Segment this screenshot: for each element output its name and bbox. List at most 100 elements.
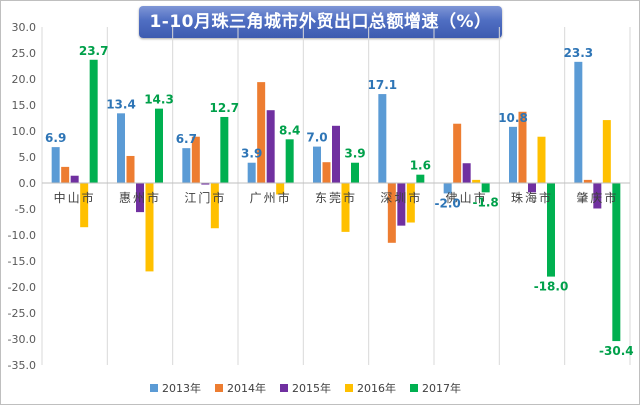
legend-swatch <box>280 384 288 392</box>
category-label: 惠州市 <box>119 190 161 205</box>
bar <box>201 183 210 185</box>
y-tick-label: -20.0 <box>8 281 36 294</box>
y-tick-label: 15.0 <box>12 99 37 112</box>
bar <box>593 183 602 209</box>
y-tick-label: -35.0 <box>8 359 36 372</box>
bar <box>443 183 452 194</box>
bar <box>574 61 583 184</box>
legend-item: 2015年 <box>280 381 331 395</box>
y-tick-label: 10.0 <box>12 125 37 138</box>
data-label: 7.0 <box>306 131 327 145</box>
bar <box>70 175 79 183</box>
data-label: 12.7 <box>210 101 240 115</box>
legend-swatch <box>410 384 418 392</box>
bar <box>472 179 481 183</box>
data-label: 6.7 <box>176 132 197 146</box>
bar <box>247 162 256 183</box>
category-label: 江门市 <box>184 190 226 205</box>
title-banner: 1-10月珠三角城市外贸出口总额增速（%） <box>139 6 502 38</box>
legend-label: 2014年 <box>227 382 266 395</box>
category-label: 深圳市 <box>380 190 422 205</box>
bar <box>266 110 275 183</box>
bar <box>387 183 396 243</box>
data-label: -2.0 <box>435 196 461 210</box>
bar <box>191 136 200 183</box>
bar <box>416 174 425 183</box>
data-label: 6.9 <box>45 131 66 145</box>
legend-label: 2015年 <box>292 382 331 395</box>
legend-swatch <box>215 384 223 392</box>
bar <box>257 82 266 183</box>
bar <box>351 162 359 183</box>
bar <box>406 183 415 223</box>
legend-item: 2014年 <box>215 381 266 395</box>
bar <box>397 183 406 226</box>
chart-legend: 2013年 2014年 2015年 2016年 2017年 <box>150 381 461 395</box>
data-label: 10.8 <box>498 111 528 125</box>
y-tick-label: 0.0 <box>19 177 37 190</box>
data-label: 8.4 <box>279 123 300 137</box>
legend-label: 2013年 <box>162 382 201 395</box>
bar <box>182 148 191 183</box>
bar <box>481 183 490 193</box>
category-label: 佛山市 <box>446 190 488 205</box>
data-label: -18.0 <box>534 280 569 294</box>
bar <box>220 116 229 183</box>
bar <box>341 183 350 232</box>
bar <box>509 126 517 183</box>
y-tick-label: -15.0 <box>8 255 36 268</box>
data-label: -30.4 <box>599 344 634 358</box>
data-label: 23.7 <box>79 44 109 58</box>
bar <box>210 183 219 229</box>
bar <box>462 163 471 183</box>
legend-swatch <box>150 384 158 392</box>
data-label: -1.8 <box>473 195 499 209</box>
bar <box>583 179 592 183</box>
category-label: 中山市 <box>54 190 96 205</box>
category-label: 广州市 <box>250 190 292 205</box>
bar <box>276 183 285 195</box>
bar <box>145 183 154 272</box>
bar <box>528 183 536 193</box>
data-label: 3.9 <box>241 147 262 161</box>
y-tick-label: -30.0 <box>8 333 36 346</box>
bar <box>285 139 294 183</box>
bar <box>453 123 462 183</box>
data-label: 3.9 <box>344 147 365 161</box>
bar <box>126 155 135 183</box>
bar <box>155 108 163 183</box>
legend-label: 2016年 <box>357 382 396 395</box>
bar <box>313 146 321 183</box>
y-tick-label: 5.0 <box>19 151 37 164</box>
bar <box>51 147 60 183</box>
y-tick-label: 20.0 <box>12 73 37 86</box>
bar <box>136 183 144 213</box>
legend-label: 2017年 <box>422 382 461 395</box>
bar <box>612 183 621 342</box>
category-label: 肇庆市 <box>576 190 618 205</box>
y-tick-label: 25.0 <box>12 47 37 60</box>
bar <box>89 59 98 184</box>
bar <box>518 111 527 183</box>
y-tick-label: -10.0 <box>8 229 36 242</box>
bar <box>602 120 611 183</box>
legend-item: 2016年 <box>345 381 396 395</box>
data-label: 17.1 <box>368 78 398 92</box>
bar <box>322 162 331 183</box>
bar <box>378 94 387 183</box>
bar <box>547 183 555 277</box>
bar <box>61 166 70 183</box>
legend-swatch <box>345 384 353 392</box>
data-label: 13.4 <box>106 97 136 111</box>
bar <box>332 125 340 183</box>
category-label: 珠海市 <box>511 190 553 205</box>
data-label: 1.6 <box>410 159 431 173</box>
bar <box>80 183 89 228</box>
y-tick-label: 30.0 <box>12 21 37 34</box>
data-label: 23.3 <box>564 46 594 60</box>
y-tick-label: -5.0 <box>15 203 36 216</box>
bar <box>537 136 546 183</box>
y-tick-label: -25.0 <box>8 307 36 320</box>
chart-title: 1-10月珠三角城市外贸出口总额增速（%） <box>149 12 492 32</box>
